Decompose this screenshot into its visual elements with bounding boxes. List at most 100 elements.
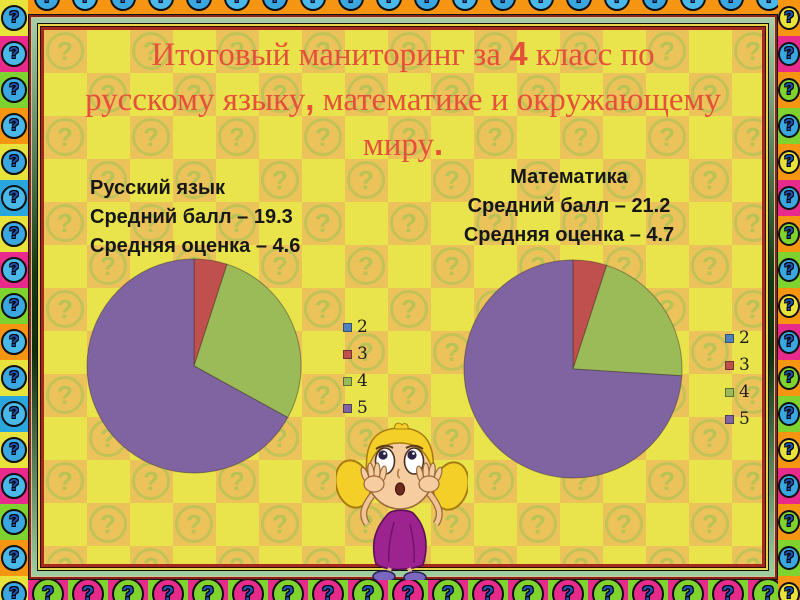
border-tile: ? <box>0 36 28 72</box>
question-mark-icon: ? <box>604 0 630 11</box>
decorative-border-right: ????????????????? <box>778 0 800 600</box>
background-question-mark: ? <box>734 118 762 156</box>
background-question-mark: ? <box>519 75 557 113</box>
border-tile: ? <box>348 578 388 600</box>
border-tile: ? <box>778 72 800 108</box>
background-question-mark: ? <box>347 75 385 113</box>
legend-swatch <box>725 361 734 370</box>
background-question-mark: ? <box>691 333 729 371</box>
question-mark-icon: ? <box>1 5 27 31</box>
question-mark-icon: ? <box>32 578 64 600</box>
russian-stats-block: Русский язык Средний балл – 19.3 Средняя… <box>90 174 300 261</box>
title-line: миру. <box>44 122 762 167</box>
border-tile: ? <box>778 108 800 144</box>
border-tile: ? <box>778 360 800 396</box>
background-question-mark: ? <box>519 161 557 199</box>
girl-shoe <box>372 570 396 580</box>
background-question-mark: ? <box>691 75 729 113</box>
border-tile: ? <box>778 504 800 540</box>
question-mark-icon: ? <box>778 258 800 282</box>
border-tile: ? <box>218 0 256 16</box>
girl-mouth <box>394 482 406 496</box>
question-mark-icon: ? <box>312 578 344 600</box>
legend-swatch <box>725 334 734 343</box>
question-mark-icon: ? <box>148 0 174 11</box>
background-question-mark: ? <box>648 548 686 564</box>
title-text: математике и окружающему <box>314 82 721 118</box>
title-line: русскому языку, математике и окружающему <box>44 77 762 122</box>
border-tile: ? <box>778 576 800 600</box>
background-question-mark: ? <box>175 505 213 543</box>
question-mark-icon: ? <box>34 0 60 11</box>
legend-item: 2 <box>725 330 750 347</box>
border-tile: ? <box>104 0 142 16</box>
pie-slice-grade-5 <box>463 259 683 479</box>
russian-avg-score: Средний балл – 19.3 <box>90 206 293 228</box>
question-mark-icon: ? <box>232 578 264 600</box>
border-tile: ? <box>0 144 28 180</box>
border-tile: ? <box>548 578 588 600</box>
title-text: класс по <box>527 37 655 73</box>
math-pie-legend: 2 3 4 5 <box>725 330 750 428</box>
border-tile: ? <box>778 0 800 36</box>
background-question-mark: ? <box>304 376 342 414</box>
background-question-mark: ? <box>691 419 729 457</box>
title-text: . <box>433 125 444 162</box>
question-mark-icon: ? <box>752 578 778 600</box>
border-tile: ? <box>108 578 148 600</box>
legend-swatch <box>725 415 734 424</box>
question-mark-icon: ? <box>1 41 27 67</box>
background-question-mark: ? <box>605 161 643 199</box>
border-tile: ? <box>778 180 800 216</box>
question-mark-icon: ? <box>552 578 584 600</box>
border-tile: ? <box>778 468 800 504</box>
background-question-mark: ? <box>476 118 514 156</box>
border-tile: ? <box>778 396 800 432</box>
background-question-mark: ? <box>46 290 84 328</box>
border-tile: ? <box>180 0 218 16</box>
background-question-mark: ? <box>433 419 471 457</box>
question-mark-icon: ? <box>1 221 27 247</box>
question-mark-icon: ? <box>566 0 592 11</box>
border-tile: ? <box>0 504 28 540</box>
question-mark-icon: ? <box>72 0 98 11</box>
question-mark-icon: ? <box>1 509 27 535</box>
girl-eyebrow <box>375 444 394 450</box>
border-tile: ? <box>446 0 484 16</box>
border-tile: ? <box>0 216 28 252</box>
background-question-mark: ? <box>132 118 170 156</box>
question-mark-icon: ? <box>1 185 27 211</box>
question-mark-icon: ? <box>112 578 144 600</box>
girl-pupil <box>407 450 417 460</box>
border-tile: ? <box>778 288 800 324</box>
background-question-mark: ? <box>390 204 428 242</box>
question-mark-icon: ? <box>1 113 27 139</box>
legend-label: 3 <box>739 355 750 375</box>
question-mark-icon: ? <box>778 402 800 426</box>
border-tile: ? <box>674 0 712 16</box>
border-tile: ? <box>370 0 408 16</box>
question-mark-icon: ? <box>414 0 440 11</box>
border-tile: ? <box>0 252 28 288</box>
background-question-mark: ? <box>347 247 385 285</box>
girl-nose <box>396 468 401 479</box>
title-text: Итоговый маниторинг за <box>151 37 510 73</box>
background-question-mark: ? <box>519 505 557 543</box>
question-mark-icon: ? <box>152 578 184 600</box>
decorative-border-top: ???????????????????? <box>28 0 778 16</box>
background-question-mark: ? <box>218 548 256 564</box>
question-mark-icon: ? <box>192 578 224 600</box>
background-question-mark: ? <box>648 118 686 156</box>
legend-swatch <box>343 323 352 332</box>
decorative-border-bottom: ??????????????????? <box>28 578 778 600</box>
legend-item: 3 <box>343 346 368 363</box>
border-tile: ? <box>778 144 800 180</box>
border-tile: ? <box>588 578 628 600</box>
border-tile: ? <box>0 540 28 576</box>
border-tile: ? <box>0 576 28 600</box>
legend-label: 2 <box>357 317 368 337</box>
border-tile: ? <box>778 324 800 360</box>
background-question-mark: ? <box>89 75 127 113</box>
background-question-mark: ? <box>691 161 729 199</box>
question-mark-icon: ? <box>338 0 364 11</box>
